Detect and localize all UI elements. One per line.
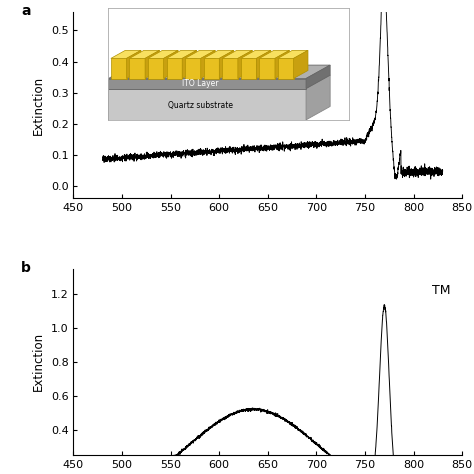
Text: b: b — [21, 261, 31, 275]
Text: a: a — [21, 4, 30, 18]
Y-axis label: Extinction: Extinction — [32, 75, 46, 135]
Y-axis label: Extinction: Extinction — [32, 332, 46, 392]
Text: TM: TM — [432, 284, 450, 297]
